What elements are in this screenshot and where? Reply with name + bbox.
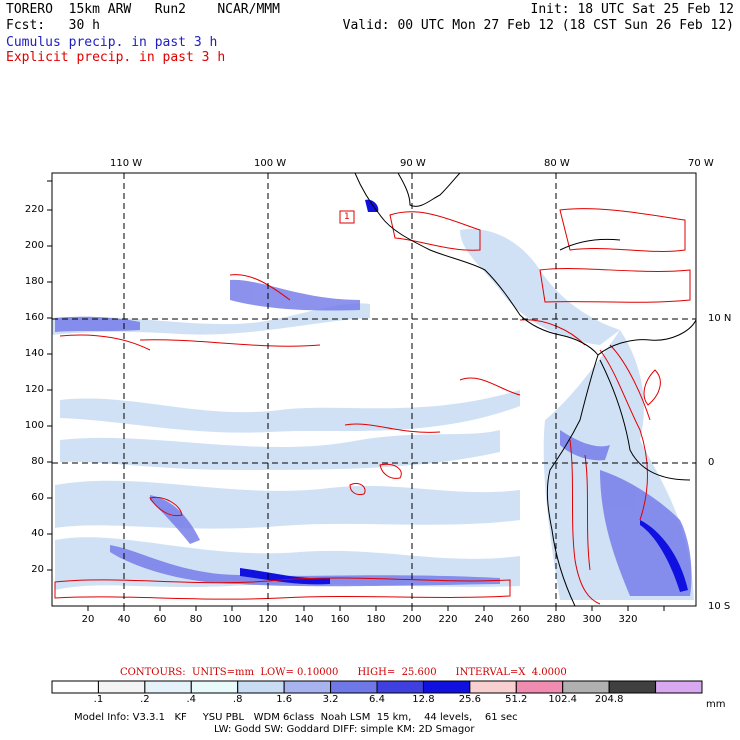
bottom-axis-label: 60 xyxy=(153,614,167,625)
cumulus-precip-medium xyxy=(55,279,692,596)
legend-color-cell xyxy=(283,680,332,694)
bottom-axis-label: 220 xyxy=(438,614,458,625)
legend-color-cell xyxy=(144,680,192,694)
bottom-axis-label: 120 xyxy=(258,614,278,625)
legend-color-cell xyxy=(608,680,657,694)
lon-label-100w: 100 W xyxy=(254,158,287,169)
left-axis-label: 180 xyxy=(24,276,44,287)
legend-color-cell xyxy=(422,680,471,694)
model-run-title: TORERO 15km ARW Run2 NCAR/MMM xyxy=(6,2,280,17)
legend-unit: mm xyxy=(706,699,726,710)
init-time: Init: 18 UTC Sat 25 Feb 12 xyxy=(530,2,735,17)
legend-threshold-label: .4 xyxy=(186,694,197,705)
bottom-axis-label: 320 xyxy=(618,614,638,625)
model-info-line2: LW: Godd SW: Goddard DIFF: simple KM: 2D… xyxy=(214,724,475,735)
lat-label-0: 0 xyxy=(708,457,715,468)
bottom-axis-label: 80 xyxy=(189,614,203,625)
legend-color-cell xyxy=(469,680,517,694)
legend-threshold-label: 12.8 xyxy=(412,694,435,705)
lon-label-80w: 80 W xyxy=(544,158,570,169)
left-axis-label: 140 xyxy=(24,348,44,359)
left-axis-label: 20 xyxy=(31,564,44,575)
bottom-axis-label: 280 xyxy=(546,614,566,625)
explicit-precip-label: Explicit precip. in past 3 h xyxy=(6,50,226,65)
legend-color-cell xyxy=(655,680,703,694)
bottom-ticks xyxy=(87,606,665,611)
legend-threshold-label: 51.2 xyxy=(505,694,528,705)
legend-threshold-label: 1.6 xyxy=(276,694,293,705)
bottom-axis-label: 260 xyxy=(510,614,530,625)
legend-color-cell xyxy=(190,680,239,694)
bottom-axis-label: 140 xyxy=(294,614,314,625)
legend-threshold-label: .2 xyxy=(140,694,150,705)
bottom-axis-label: 160 xyxy=(330,614,350,625)
lat-lon-grid xyxy=(52,173,696,606)
legend-color-cell xyxy=(97,680,146,694)
legend-threshold-label: 25.6 xyxy=(458,694,481,705)
lon-label-70w: 70 W xyxy=(688,158,714,169)
left-axis-label: 160 xyxy=(24,312,44,323)
station-marker-box xyxy=(339,210,355,224)
left-axis-label: 60 xyxy=(31,492,44,503)
left-axis-label: 120 xyxy=(24,384,44,395)
legend-color-cell xyxy=(562,680,610,694)
legend-threshold-label: .1 xyxy=(93,694,104,705)
legend-threshold-label: 102.4 xyxy=(548,694,578,705)
legend-threshold-label: 204.8 xyxy=(594,694,624,705)
legend-title: CONTOURS: UNITS=mm LOW= 0.10000 HIGH= 25… xyxy=(120,667,567,678)
left-axis-label: 200 xyxy=(24,240,44,251)
legend-color-cell xyxy=(51,680,99,694)
bottom-axis-label: 40 xyxy=(117,614,131,625)
bottom-axis-label: 20 xyxy=(81,614,95,625)
lat-label-10s: 10 S xyxy=(708,601,731,612)
forecast-hour: Fcst: 30 h xyxy=(6,18,100,33)
lon-label-90w: 90 W xyxy=(400,158,426,169)
valid-time: Valid: 00 UTC Mon 27 Feb 12 (18 CST Sun … xyxy=(342,18,734,33)
coastlines xyxy=(354,173,696,606)
legend-color-cell xyxy=(376,680,424,694)
bottom-axis-label: 100 xyxy=(222,614,242,625)
left-axis-label: 100 xyxy=(24,420,44,431)
left-axis-label: 40 xyxy=(31,528,44,539)
bottom-axis-label: 240 xyxy=(474,614,494,625)
lon-label-110w: 110 W xyxy=(110,158,143,169)
bottom-axis-label: 300 xyxy=(582,614,602,625)
legend-colorbar xyxy=(51,680,703,694)
model-info-line1: Model Info: V3.3.1 KF YSU PBL WDM 6class… xyxy=(74,712,518,723)
legend-threshold-label: .8 xyxy=(232,694,243,705)
left-axis-label: 80 xyxy=(31,456,44,467)
left-axis-label: 220 xyxy=(24,204,44,215)
legend-color-cell xyxy=(237,680,285,694)
cumulus-precip-label: Cumulus precip. in past 3 h xyxy=(6,35,218,50)
station-marker-label: 1 xyxy=(344,212,350,222)
legend-color-cell xyxy=(515,680,564,694)
left-ticks xyxy=(47,180,52,571)
map-plot-area xyxy=(52,173,696,606)
lat-label-10n: 10 N xyxy=(708,313,732,324)
bottom-axis-label: 200 xyxy=(402,614,422,625)
legend-color-cell xyxy=(330,680,378,694)
legend-threshold-label: 3.2 xyxy=(322,694,339,705)
legend-threshold-label: 6.4 xyxy=(369,694,385,705)
bottom-axis-label: 180 xyxy=(366,614,386,625)
